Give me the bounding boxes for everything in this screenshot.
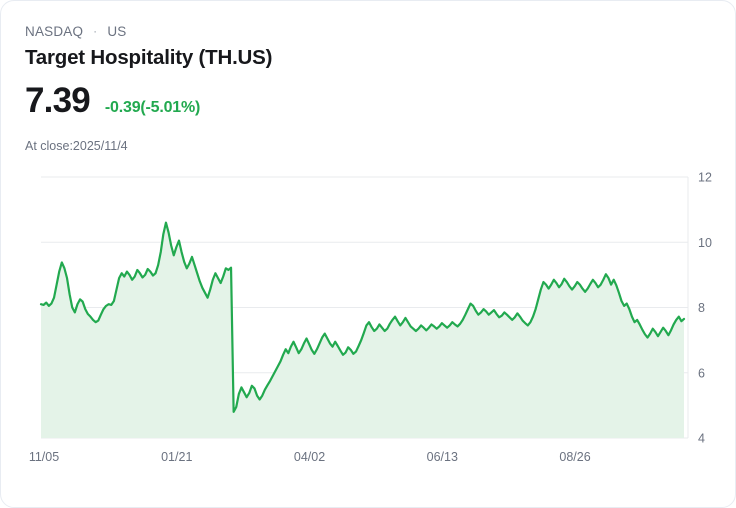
price-chart[interactable]: 4 6 8 10 12 11/05 01/21 04/02 06/13 08/26 bbox=[1, 161, 735, 481]
chart-area-fill bbox=[41, 222, 684, 438]
separator-dot: · bbox=[93, 24, 98, 38]
region-label: US bbox=[107, 24, 127, 39]
price-chart-svg: 4 6 8 10 12 11/05 01/21 04/02 06/13 08/26 bbox=[29, 171, 712, 465]
ytick-label: 4 bbox=[698, 432, 705, 446]
quote-header: NASDAQ · US Target Hospitality (TH.US) bbox=[25, 23, 711, 71]
chart-xtick-labels: 11/05 01/21 04/02 06/13 08/26 bbox=[29, 450, 591, 464]
ytick-label: 10 bbox=[698, 236, 712, 250]
exchange-row: NASDAQ · US bbox=[25, 23, 711, 41]
ytick-label: 6 bbox=[698, 366, 705, 380]
xtick-label: 08/26 bbox=[559, 450, 590, 464]
series-line-path bbox=[39, 221, 686, 413]
exchange-label: NASDAQ bbox=[25, 24, 84, 39]
last-price: 7.39 bbox=[25, 81, 91, 120]
xtick-label: 01/21 bbox=[161, 450, 192, 464]
price-row: 7.39 -0.39(-5.01%) bbox=[25, 81, 200, 121]
xtick-label: 04/02 bbox=[294, 450, 325, 464]
chart-line bbox=[39, 221, 686, 413]
page-title: Target Hospitality (TH.US) bbox=[25, 46, 273, 69]
area-fill-path bbox=[41, 222, 684, 438]
session-status: At close:2025/11/4 bbox=[25, 139, 128, 153]
chart-ytick-labels: 4 6 8 10 12 bbox=[698, 171, 712, 446]
ytick-label: 8 bbox=[698, 301, 705, 315]
xtick-label: 06/13 bbox=[427, 450, 458, 464]
price-change: -0.39(-5.01%) bbox=[104, 99, 201, 116]
xtick-label: 11/05 bbox=[29, 450, 59, 464]
ytick-label: 12 bbox=[698, 171, 712, 185]
